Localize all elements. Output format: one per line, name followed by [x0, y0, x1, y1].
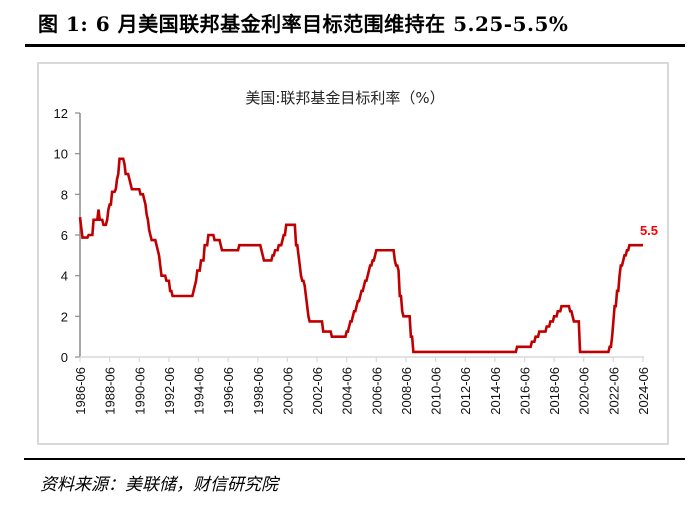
x-tick-label: 1992-06	[162, 367, 177, 415]
x-tick-label: 1990-06	[132, 367, 147, 415]
x-tick-label: 1998-06	[251, 367, 266, 415]
x-tick-label: 2024-06	[636, 367, 651, 415]
x-tick-label: 2018-06	[547, 367, 562, 415]
x-tick-label: 2010-06	[429, 367, 444, 415]
chart-title: 美国:联邦基金目标利率（%）	[245, 89, 444, 107]
x-tick-label: 2022-06	[606, 367, 621, 415]
y-tick-label: 6	[61, 228, 68, 243]
end-value-label: 5.5	[640, 223, 658, 238]
y-tick-label: 0	[61, 350, 68, 365]
x-tick-label: 2012-06	[458, 367, 473, 415]
y-tick-label: 8	[61, 187, 68, 202]
x-tick-label: 1986-06	[73, 367, 88, 415]
x-tick-label: 2020-06	[577, 367, 592, 415]
title-rule	[25, 44, 685, 47]
chart-frame	[37, 62, 669, 445]
y-axis: 0 2 4 6 8 10 12	[54, 106, 81, 365]
x-tick-label: 2008-06	[399, 367, 414, 415]
x-tick-label: 2016-06	[517, 367, 532, 415]
source-note: 资料来源：美联储，财信研究院	[40, 475, 278, 495]
y-tick-label: 12	[54, 106, 68, 121]
y-tick-label: 10	[54, 147, 68, 162]
source-rule	[24, 458, 685, 460]
x-tick-label: 2004-06	[340, 367, 355, 415]
fed-funds-rate-line	[78, 157, 643, 354]
y-tick-label: 4	[61, 269, 68, 284]
y-tick-label: 2	[61, 309, 68, 324]
figure-title: 图 1: 6 月美国联邦基金利率目标范围维持在 5.25-5.5%	[38, 12, 569, 36]
x-tick-label: 2000-06	[280, 367, 295, 415]
x-tick-label: 2014-06	[488, 367, 503, 415]
x-tick-label: 1996-06	[221, 367, 236, 415]
x-tick-label: 1994-06	[192, 367, 207, 415]
x-tick-label: 2002-06	[310, 367, 325, 415]
x-axis: 1986-06 1988-06 1990-06 1992-06 1994-06 1996-…	[73, 356, 651, 415]
x-tick-label: 1988-06	[103, 367, 118, 415]
x-tick-label: 2006-06	[369, 367, 384, 415]
